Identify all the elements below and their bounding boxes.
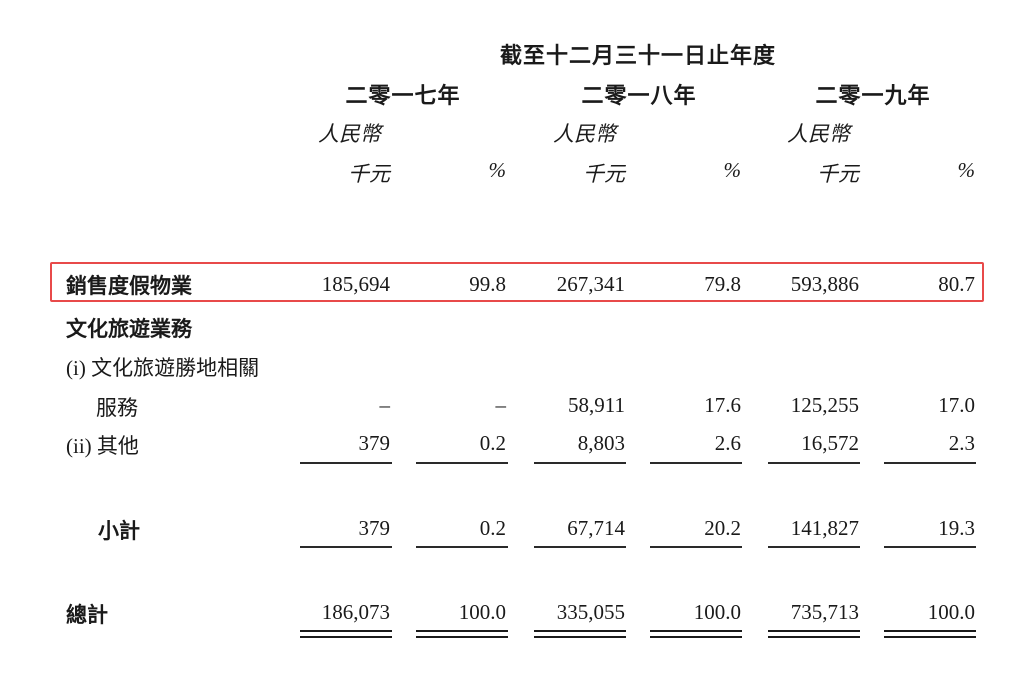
- services-2017-amount: –: [379, 393, 391, 417]
- sales-2017-amount: 185,694: [321, 272, 390, 296]
- row-label-subtotal: 小計: [98, 519, 140, 543]
- subtotal-underline-2018-amount: [534, 546, 626, 548]
- others-2017-amount: 379: [358, 431, 391, 455]
- others-2019-amount: 16,572: [801, 431, 859, 455]
- services-2019-pct: 17.0: [938, 393, 975, 417]
- total-double-underline-2019-amount: [768, 630, 860, 638]
- row-label-sales: 銷售度假物業: [66, 274, 192, 298]
- subtotal-underline-2018-pct: [650, 546, 742, 548]
- subtotal-underline-2019-pct: [884, 546, 976, 548]
- currency-2018: 人民幣: [553, 122, 616, 146]
- services-2018-amount: 58,911: [568, 393, 625, 417]
- subtotal-2018-amount: 67,714: [567, 516, 625, 540]
- row-label-tourism: 文化旅遊業務: [66, 317, 192, 341]
- sales-2019-amount: 593,886: [790, 272, 859, 296]
- subtotal-2018-pct: 20.2: [704, 516, 741, 540]
- unit-amount-2019: 千元: [817, 162, 859, 186]
- sales-2019-pct: 80.7: [938, 272, 975, 296]
- highlight-box: [50, 262, 984, 302]
- underline-2017-pct: [416, 462, 508, 464]
- total-2017-pct: 100.0: [458, 600, 506, 624]
- period-header: 截至十二月三十一日止年度: [499, 43, 777, 68]
- underline-2018-pct: [650, 462, 742, 464]
- year-2017: 二零一七年: [345, 83, 461, 108]
- underline-2019-amount: [768, 462, 860, 464]
- others-2019-pct: 2.3: [948, 431, 975, 455]
- unit-amount-2017: 千元: [348, 162, 390, 186]
- total-double-underline-2018-amount: [534, 630, 626, 638]
- unit-pct-2019: %: [957, 158, 976, 182]
- others-2018-amount: 8,803: [577, 431, 625, 455]
- total-double-underline-2017-amount: [300, 630, 392, 638]
- total-2019-amount: 735,713: [790, 600, 859, 624]
- sales-2017-pct: 99.8: [469, 272, 506, 296]
- subtotal-2017-amount: 379: [358, 516, 391, 540]
- total-2018-amount: 335,055: [556, 600, 625, 624]
- subtotal-2017-pct: 0.2: [479, 516, 506, 540]
- subtotal-2019-amount: 141,827: [790, 516, 859, 540]
- currency-2017: 人民幣: [318, 122, 381, 146]
- underline-2019-pct: [884, 462, 976, 464]
- underline-2018-amount: [534, 462, 626, 464]
- underline-2017-amount: [300, 462, 392, 464]
- unit-pct-2017: %: [488, 158, 507, 182]
- services-2018-pct: 17.6: [704, 393, 741, 417]
- services-2019-amount: 125,255: [790, 393, 859, 417]
- currency-2019: 人民幣: [787, 122, 850, 146]
- subtotal-underline-2017-amount: [300, 546, 392, 548]
- total-2017-amount: 186,073: [321, 600, 390, 624]
- row-label-total: 總計: [66, 603, 108, 627]
- total-double-underline-2018-pct: [650, 630, 742, 638]
- row-label-services-line1: (i) 文化旅遊勝地相關: [66, 356, 260, 380]
- others-2018-pct: 2.6: [714, 431, 741, 455]
- total-2019-pct: 100.0: [927, 600, 975, 624]
- subtotal-underline-2017-pct: [416, 546, 508, 548]
- row-label-services-line2: 服務: [96, 396, 138, 420]
- unit-amount-2018: 千元: [583, 162, 625, 186]
- subtotal-2019-pct: 19.3: [938, 516, 975, 540]
- year-2018: 二零一八年: [581, 83, 697, 108]
- year-2019: 二零一九年: [815, 83, 931, 108]
- total-2018-pct: 100.0: [693, 600, 741, 624]
- others-2017-pct: 0.2: [479, 431, 506, 455]
- sales-2018-amount: 267,341: [556, 272, 625, 296]
- unit-pct-2018: %: [723, 158, 742, 182]
- total-double-underline-2019-pct: [884, 630, 976, 638]
- subtotal-underline-2019-amount: [768, 546, 860, 548]
- sales-2018-pct: 79.8: [704, 272, 741, 296]
- row-label-others: (ii) 其他: [66, 434, 139, 458]
- services-2017-pct: –: [495, 393, 507, 417]
- total-double-underline-2017-pct: [416, 630, 508, 638]
